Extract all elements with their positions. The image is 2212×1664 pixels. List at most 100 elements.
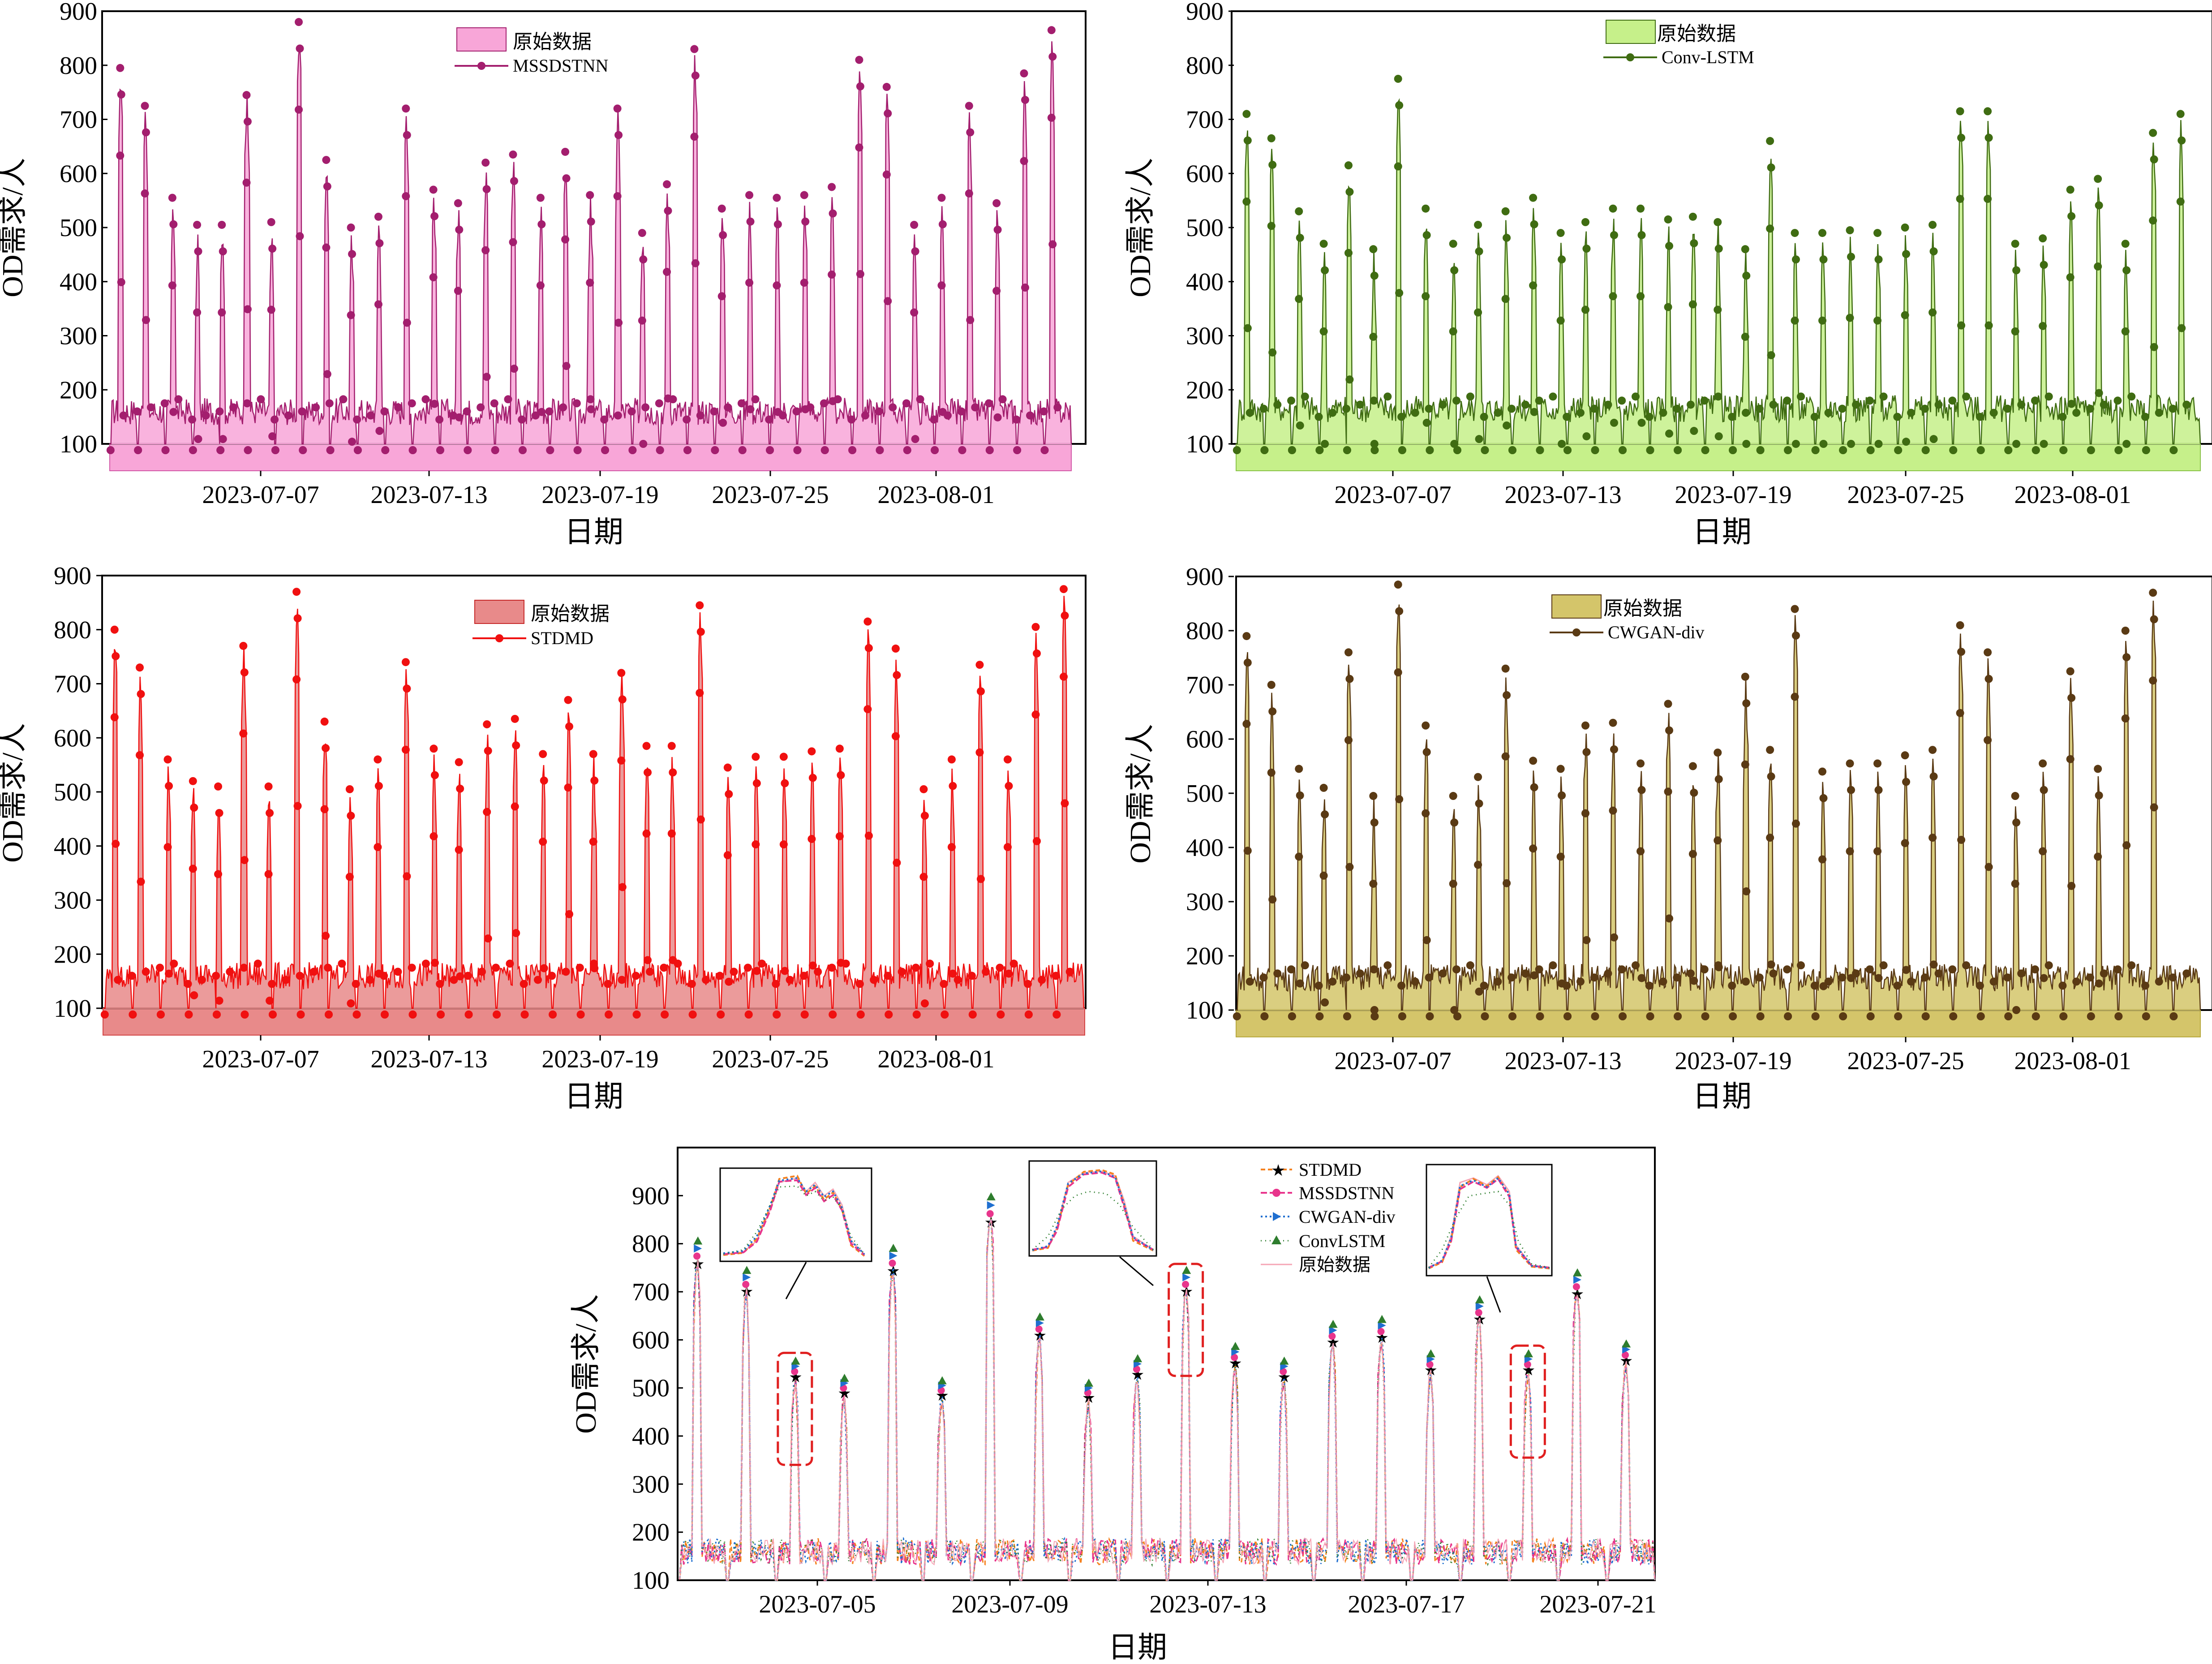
data-point (1618, 396, 1626, 405)
data-point (1009, 959, 1018, 968)
data-point (1984, 195, 1992, 203)
data-point (1688, 762, 1697, 770)
trough-point (711, 446, 719, 454)
data-point (2040, 440, 2048, 448)
data-point (296, 44, 304, 53)
data-point (347, 999, 355, 1008)
data-point (1267, 681, 1276, 689)
data-point (1556, 852, 1565, 861)
marker (1475, 1302, 1484, 1311)
data-point (1797, 961, 1805, 970)
data-point (589, 750, 597, 758)
data-point (1038, 976, 1046, 984)
legend-swatch-marker (1572, 628, 1581, 636)
data-point (1529, 757, 1538, 765)
highlight-box (1509, 1344, 1546, 1459)
data-point (2121, 627, 2130, 635)
data-point (1475, 435, 1483, 443)
trough-point (885, 1010, 893, 1019)
y-tick-label: 200 (1186, 376, 1224, 404)
data-point (1791, 440, 1800, 448)
data-point (295, 18, 303, 26)
y-tick-label: 800 (632, 1230, 670, 1258)
fill-bottom-band (103, 1008, 1085, 1036)
data-point (781, 779, 789, 787)
data-point (1012, 415, 1021, 424)
raw-data-area (1236, 600, 2201, 1010)
data-point (352, 980, 360, 988)
data-point (403, 872, 411, 881)
trough-point (408, 446, 417, 454)
data-point (916, 395, 924, 404)
marker (1084, 1378, 1094, 1387)
trough-point (848, 446, 857, 454)
data-point (717, 204, 726, 213)
data-point (1301, 961, 1309, 970)
data-point (587, 217, 595, 226)
data-point (660, 963, 668, 972)
trough-point (1674, 1012, 1682, 1020)
trough-point (1866, 1012, 1875, 1020)
data-point (264, 870, 273, 878)
trough-point (820, 446, 829, 454)
data-point (778, 411, 787, 420)
x-ticks: 2023-07-07 2023-07-13 2023-07-19 2023-07-25… (202, 471, 995, 509)
data-point (504, 395, 512, 404)
data-point (1688, 850, 1697, 858)
data-point (938, 220, 947, 228)
data-point (219, 435, 227, 443)
data-point (1989, 408, 1998, 417)
data-point (1700, 396, 1709, 405)
trough-point (381, 446, 390, 454)
data-point (2122, 440, 2131, 448)
data-point (1818, 316, 1827, 325)
data-point (1818, 767, 1827, 776)
data-point (293, 614, 302, 623)
data-point (243, 117, 252, 126)
raw-data-area (104, 596, 1085, 1009)
data-point (137, 877, 145, 886)
trough-point (573, 446, 582, 454)
data-point (1319, 871, 1328, 880)
data-point (1956, 709, 1964, 717)
data-point (590, 776, 599, 785)
data-point (1957, 648, 1966, 656)
data-point (902, 399, 911, 408)
data-point (1020, 157, 1028, 165)
y-ticks: 100 200 300 400 500 600 700 800 900 (60, 0, 107, 458)
data-point (702, 976, 710, 984)
x-ticks: 2023-07-05 2023-07-09 2023-07-13 2023-07-17… (759, 1580, 1657, 1618)
data-point (1020, 69, 1028, 77)
data-point (430, 771, 439, 779)
data-point (1422, 418, 1431, 427)
x-tick-label: 2023-08-01 (877, 1045, 994, 1073)
series-line-4 (678, 1219, 1655, 1581)
data-point (564, 696, 572, 704)
marker (694, 1244, 702, 1253)
data-point (1273, 969, 1282, 978)
data-point (1395, 289, 1404, 297)
data-point (1422, 231, 1431, 239)
legend-swatch-fill (1551, 594, 1602, 619)
data-point (587, 405, 595, 413)
y-tick-label: 300 (632, 1471, 670, 1498)
data-point (1819, 440, 1828, 448)
trough-point (1426, 446, 1434, 454)
data-point (976, 687, 985, 696)
data-point (1688, 300, 1697, 309)
data-point (1766, 746, 1774, 754)
fill-bottom-band (1236, 1010, 2201, 1037)
data-point (518, 415, 526, 424)
data-point (937, 193, 946, 202)
series-group: ★★★★★★★★★★★★★★ ★★★★★★ (678, 1192, 1656, 1581)
data-point (212, 972, 220, 980)
legend-marker-triangle (1271, 1235, 1281, 1244)
data-point (1530, 220, 1538, 228)
data-point (617, 756, 626, 765)
data-point (807, 747, 816, 756)
data-point (1631, 961, 1640, 970)
y-tick-label: 500 (632, 1375, 670, 1402)
trough-point (1233, 1012, 1241, 1020)
data-point (669, 768, 677, 777)
